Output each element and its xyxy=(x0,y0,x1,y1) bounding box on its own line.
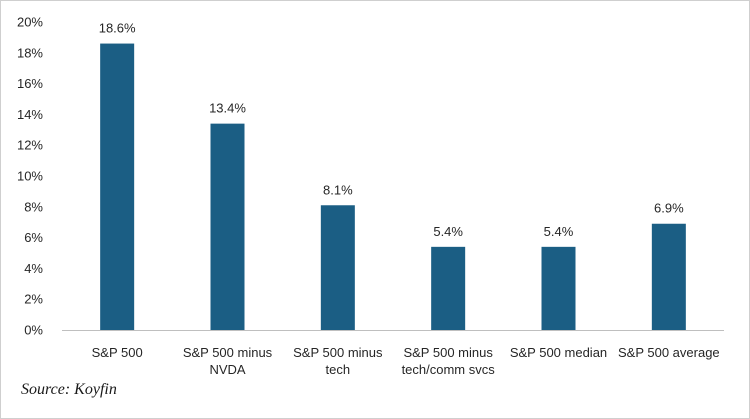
x-tick-label: S&P 500 minus xyxy=(403,345,493,360)
y-tick-label: 8% xyxy=(24,199,43,214)
data-label: 18.6% xyxy=(99,21,136,36)
bar xyxy=(210,123,245,330)
y-tick-label: 16% xyxy=(17,76,43,91)
x-tick-label: S&P 500 minus xyxy=(293,345,383,360)
data-label: 5.4% xyxy=(433,224,463,239)
y-tick-label: 6% xyxy=(24,230,43,245)
y-tick-label: 20% xyxy=(17,15,43,30)
bar xyxy=(320,205,355,330)
x-tick-label: NVDA xyxy=(209,362,245,377)
source-note: Source: Koyfin xyxy=(21,381,117,398)
x-tick-label: tech xyxy=(326,362,351,377)
data-labels: 18.6% 13.4% 8.1% 5.4% 5.4% 6.9% xyxy=(99,21,684,239)
y-tick-label: 14% xyxy=(17,107,43,122)
x-tick-label: S&P 500 xyxy=(92,345,143,360)
bars xyxy=(100,43,686,331)
data-label: 13.4% xyxy=(209,101,246,116)
bar xyxy=(431,246,466,330)
y-tick-label: 18% xyxy=(17,45,43,60)
category-labels: S&P 500 S&P 500 minus NVDA S&P 500 minus tec… xyxy=(92,345,720,377)
bar xyxy=(541,246,576,330)
x-tick-label: S&P 500 minus xyxy=(183,345,273,360)
y-axis-ticks: 0% 2% 4% 6% 8% 10% 12% 14% 16% 18% 20% xyxy=(17,15,43,338)
data-label: 5.4% xyxy=(544,224,574,239)
bar xyxy=(651,223,686,330)
y-tick-label: 12% xyxy=(17,138,43,153)
x-tick-label: tech/comm svcs xyxy=(402,362,496,377)
y-tick-label: 0% xyxy=(24,323,43,338)
y-tick-label: 4% xyxy=(24,261,43,276)
y-tick-label: 10% xyxy=(17,169,43,184)
data-label: 6.9% xyxy=(654,201,684,216)
bar xyxy=(100,43,135,331)
x-tick-label: S&P 500 average xyxy=(618,345,720,360)
y-tick-label: 2% xyxy=(24,292,43,307)
x-tick-label: S&P 500 median xyxy=(510,345,607,360)
data-label: 8.1% xyxy=(323,182,353,197)
